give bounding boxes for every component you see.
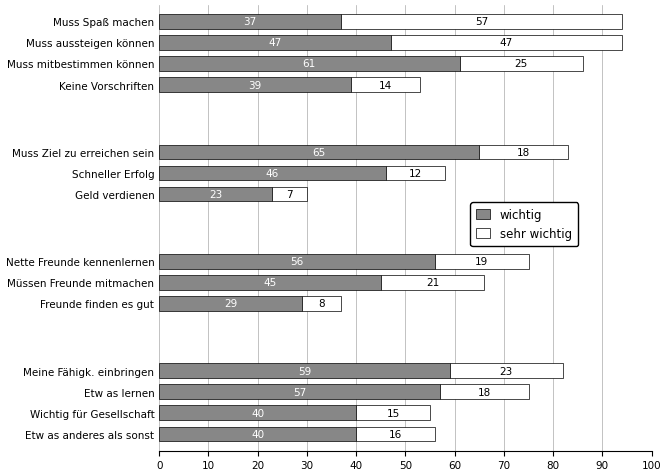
Bar	[450, 364, 563, 378]
Bar	[159, 78, 352, 93]
Text: 18: 18	[478, 387, 491, 397]
Bar	[480, 145, 568, 160]
Text: 56: 56	[290, 257, 303, 267]
Bar	[381, 276, 484, 290]
Bar	[159, 364, 450, 378]
Text: 8: 8	[318, 299, 325, 309]
Bar	[272, 187, 307, 202]
Bar	[159, 145, 480, 160]
Text: 46: 46	[266, 169, 279, 178]
Text: 39: 39	[249, 80, 262, 90]
Bar	[159, 36, 391, 51]
Bar	[342, 15, 622, 30]
Bar	[159, 15, 342, 30]
Bar	[159, 187, 272, 202]
Bar	[435, 254, 528, 269]
Bar	[386, 166, 445, 181]
Text: 12: 12	[409, 169, 422, 178]
Text: 37: 37	[243, 17, 257, 27]
Bar	[159, 297, 302, 311]
Bar	[159, 385, 440, 399]
Text: 16: 16	[389, 429, 402, 439]
Bar	[460, 57, 583, 72]
Bar	[159, 276, 381, 290]
Text: 45: 45	[263, 278, 277, 288]
Bar	[391, 36, 622, 51]
Text: 40: 40	[251, 408, 264, 418]
Text: 25: 25	[514, 60, 528, 69]
Bar	[356, 426, 435, 441]
Text: 29: 29	[224, 299, 237, 309]
Text: 23: 23	[500, 366, 513, 376]
Text: 7: 7	[286, 189, 293, 199]
Bar	[159, 254, 435, 269]
Bar	[302, 297, 342, 311]
Text: 19: 19	[475, 257, 488, 267]
Bar	[159, 406, 356, 420]
Text: 18: 18	[517, 148, 530, 158]
Bar	[352, 78, 420, 93]
Text: 57: 57	[475, 17, 488, 27]
Text: 47: 47	[500, 39, 513, 49]
Text: 15: 15	[386, 408, 400, 418]
Bar	[159, 166, 386, 181]
Text: 57: 57	[293, 387, 306, 397]
Text: 21: 21	[426, 278, 439, 288]
Bar	[159, 426, 356, 441]
Text: 65: 65	[313, 148, 326, 158]
Bar	[440, 385, 528, 399]
Text: 61: 61	[303, 60, 316, 69]
Text: 14: 14	[379, 80, 392, 90]
Text: 40: 40	[251, 429, 264, 439]
Bar	[356, 406, 430, 420]
Text: 47: 47	[268, 39, 281, 49]
Bar	[159, 57, 460, 72]
Text: 59: 59	[298, 366, 311, 376]
Text: 23: 23	[209, 189, 222, 199]
Legend: wichtig, sehr wichtig: wichtig, sehr wichtig	[470, 203, 578, 247]
